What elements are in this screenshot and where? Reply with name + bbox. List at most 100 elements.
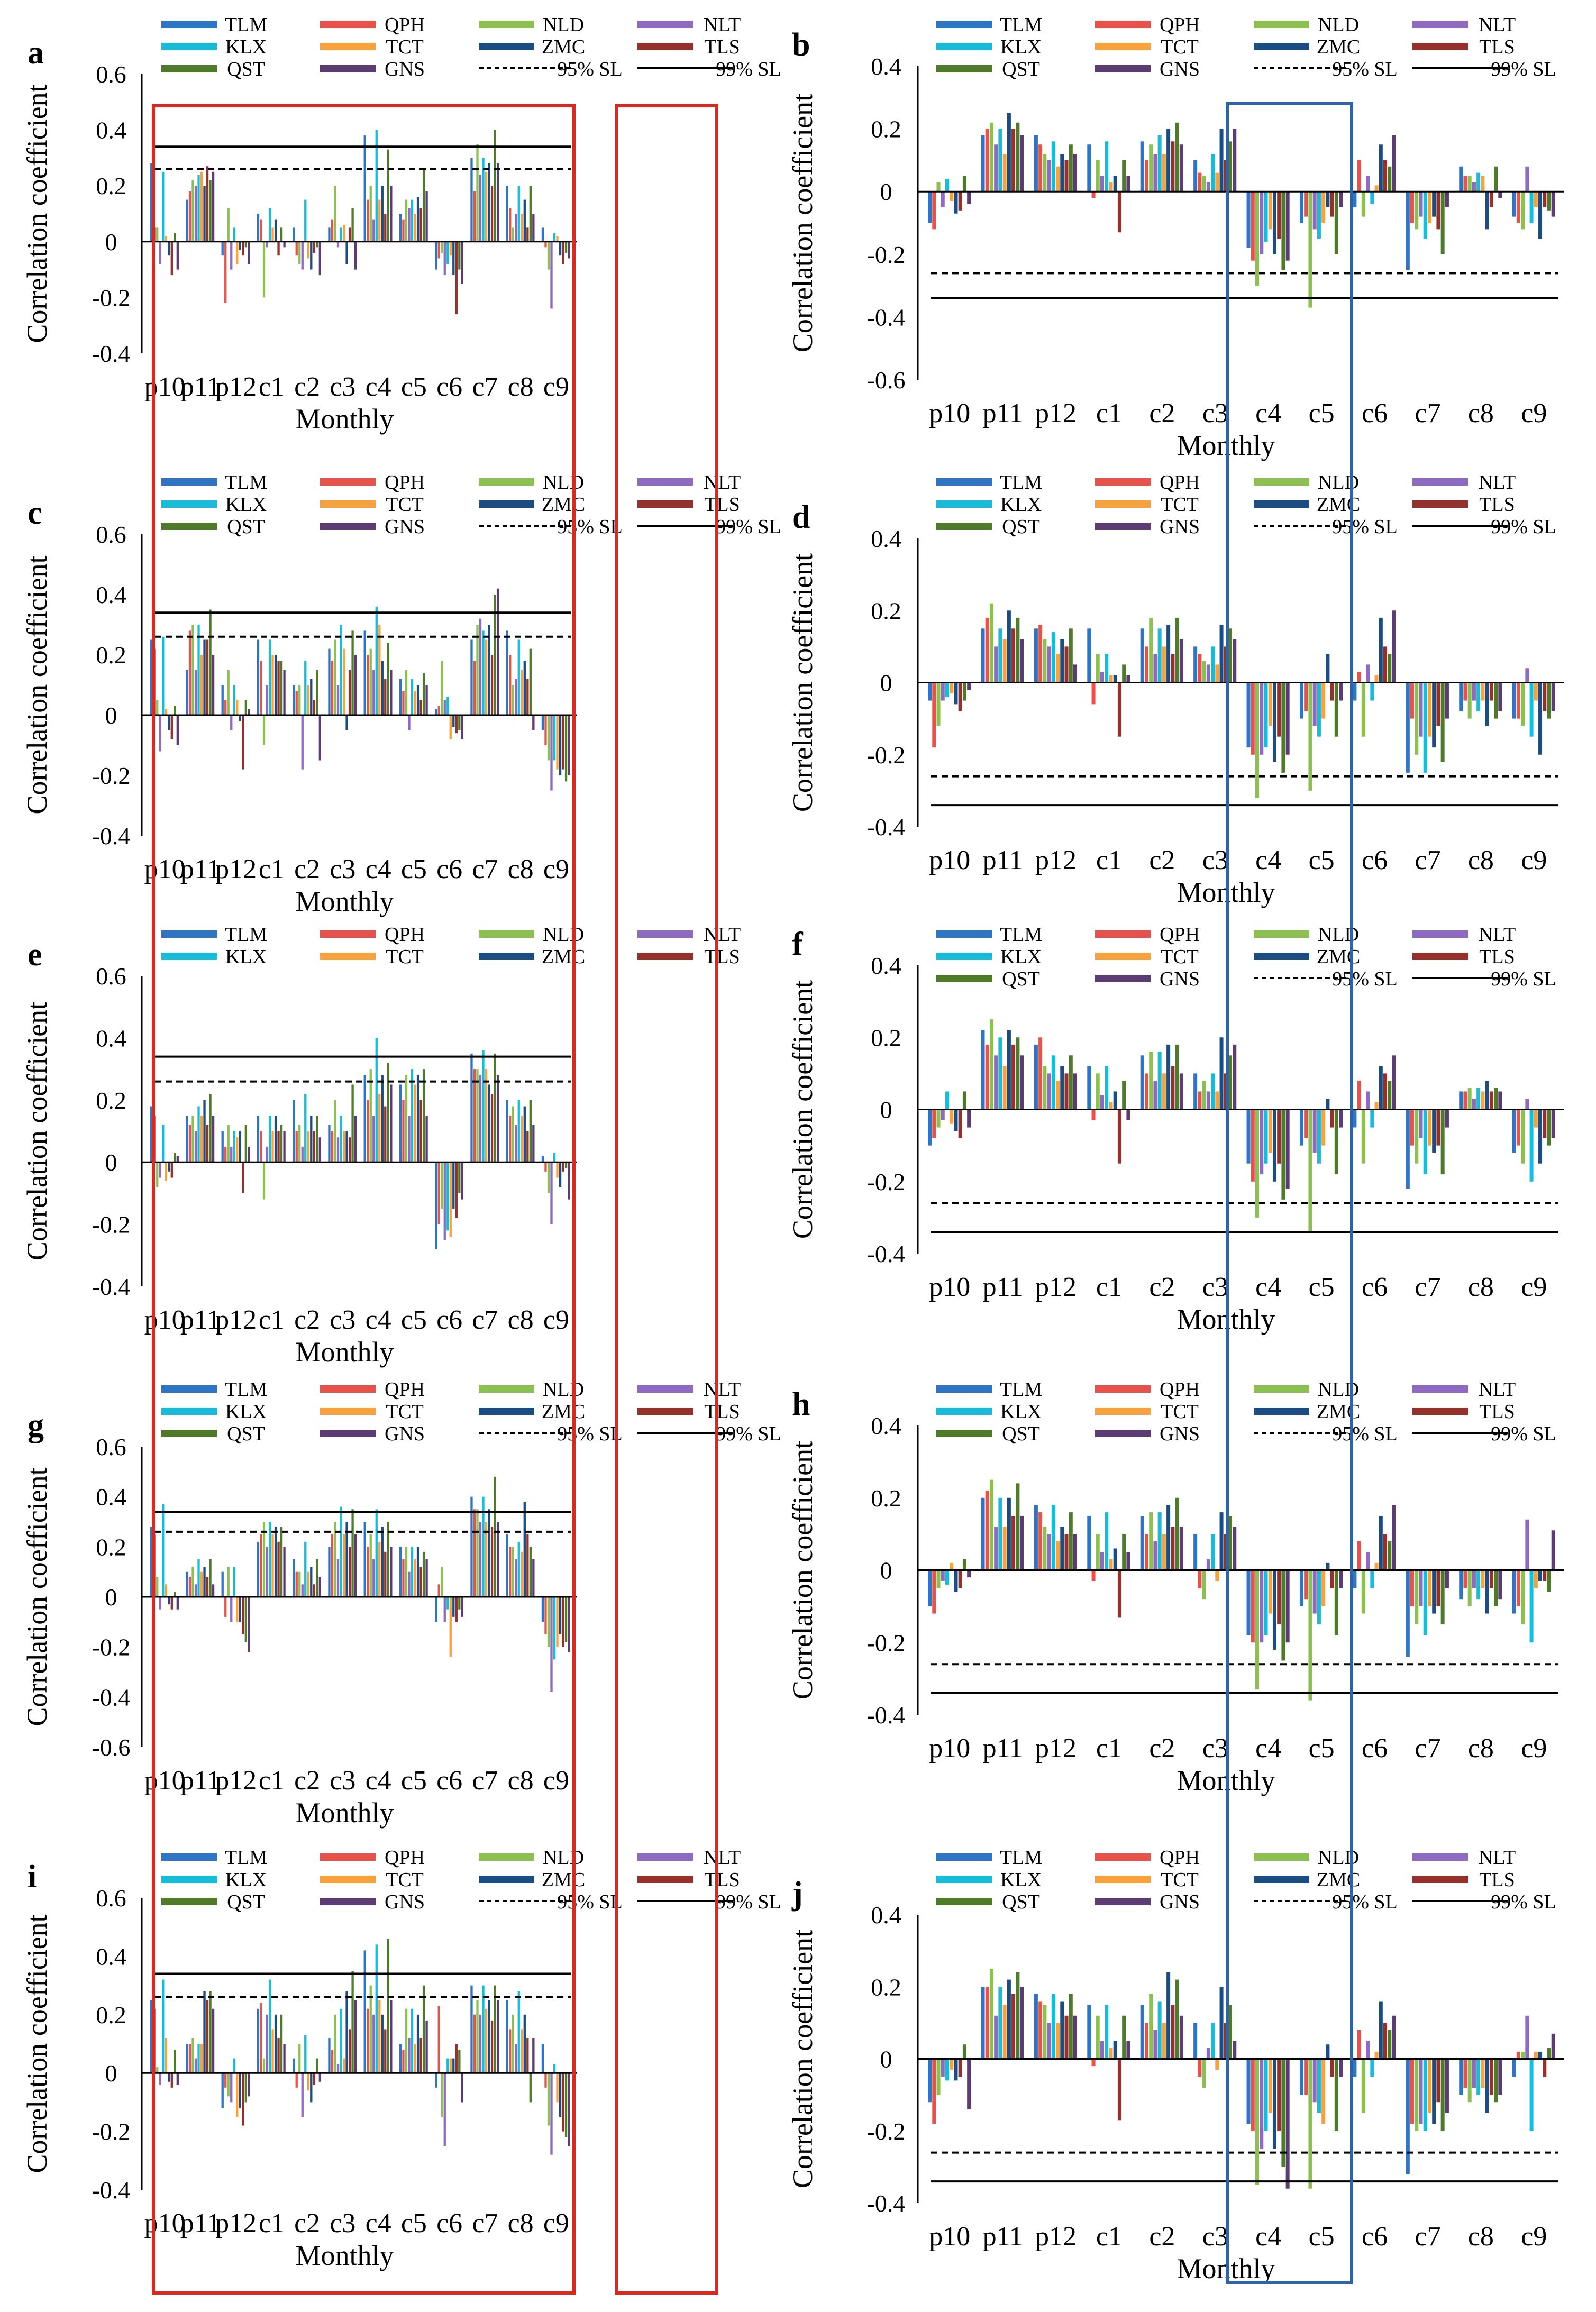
bar [384, 1551, 387, 1597]
legend-label: GNS [1160, 58, 1200, 80]
bar [345, 241, 348, 264]
bar [390, 1084, 393, 1163]
x-tick-label: c8 [1468, 845, 1494, 875]
x-tick-label: c2 [1149, 2222, 1175, 2252]
legend-swatch [637, 930, 693, 938]
bar [387, 643, 389, 715]
x-tick-label: c6 [1362, 845, 1388, 875]
bar [1064, 646, 1069, 683]
bar [1419, 682, 1423, 737]
legend-label: TLS [1479, 946, 1515, 968]
bar [1260, 682, 1264, 755]
bar [449, 1597, 452, 1657]
bar [490, 2020, 494, 2073]
bar [544, 1162, 547, 1172]
bar [174, 1592, 176, 1597]
bar [1481, 682, 1485, 701]
bar [553, 233, 556, 242]
bar [1011, 1515, 1016, 1570]
bar [458, 715, 461, 730]
bar [461, 2073, 463, 2103]
bar [375, 1038, 378, 1163]
bar [301, 1146, 304, 1163]
bar [496, 163, 499, 242]
bar [227, 1567, 230, 1597]
legend-swatch [1412, 953, 1468, 960]
bar [1198, 1091, 1202, 1110]
legend-label: NLD [543, 471, 584, 494]
bar [547, 2073, 550, 2126]
legend-label: 99% SL [1491, 516, 1556, 538]
bar [1202, 661, 1206, 683]
bar [174, 706, 176, 715]
bar [244, 1125, 247, 1163]
bar [550, 2073, 553, 2155]
bar [1512, 2059, 1516, 2077]
bar [1410, 1570, 1415, 1606]
bar [1299, 1570, 1303, 1606]
bar [1525, 1519, 1529, 1570]
legend-swatch [479, 21, 534, 28]
bar [405, 670, 408, 715]
y-tick-label: -0.2 [92, 2118, 131, 2145]
bar [1551, 191, 1555, 217]
bar [419, 1100, 422, 1163]
legend-swatch [637, 1408, 693, 1415]
bar [1512, 682, 1516, 719]
red-highlight-box-right [615, 104, 718, 2295]
bar [209, 609, 212, 715]
x-tick-label: c7 [1415, 398, 1440, 428]
panel-letter: c [28, 495, 42, 531]
bar [936, 182, 941, 192]
bar [283, 1131, 286, 1163]
bar [236, 700, 239, 715]
bar [1392, 610, 1396, 683]
bar [162, 1979, 165, 2073]
bar [212, 655, 215, 715]
bar [1202, 2059, 1206, 2088]
y-tick-label: 0.2 [871, 1485, 901, 1512]
bar [159, 1597, 161, 1610]
bar [1312, 191, 1317, 230]
bar [1374, 2051, 1379, 2059]
x-tick-label: c6 [436, 1766, 462, 1796]
legend-label: ZMC [542, 36, 585, 58]
bar [1277, 2059, 1281, 2131]
bar [1166, 625, 1171, 683]
bar [1060, 1066, 1064, 1110]
bar [1251, 191, 1255, 261]
bar [328, 648, 331, 715]
bar [1467, 682, 1472, 719]
bar [458, 2050, 461, 2073]
bar [1317, 2059, 1321, 2113]
bar [1529, 1109, 1534, 1182]
bar [1485, 191, 1489, 230]
bar [1047, 1534, 1051, 1570]
legend-label: KLX [1000, 1401, 1042, 1423]
bar [449, 1162, 452, 1237]
bar [1038, 625, 1043, 683]
bar [248, 1146, 250, 1163]
bar [1162, 2023, 1166, 2059]
bar [1060, 2001, 1064, 2059]
bar [529, 1100, 532, 1163]
bar [165, 1584, 167, 1597]
bar [485, 2008, 488, 2073]
x-tick-label: p12 [215, 1305, 257, 1335]
bar [224, 241, 227, 303]
bar [262, 1162, 266, 1200]
bar [441, 1567, 443, 1597]
bar [1481, 1570, 1485, 1588]
bar [928, 1109, 932, 1146]
bar [162, 1504, 165, 1597]
bar [1153, 654, 1157, 683]
bar [998, 628, 1002, 683]
bar [274, 1527, 277, 1597]
bar [958, 2059, 962, 2077]
bar [206, 166, 209, 242]
bar [1179, 1073, 1183, 1110]
bar [405, 1075, 408, 1163]
bar [168, 2073, 170, 2082]
bar [363, 630, 366, 715]
